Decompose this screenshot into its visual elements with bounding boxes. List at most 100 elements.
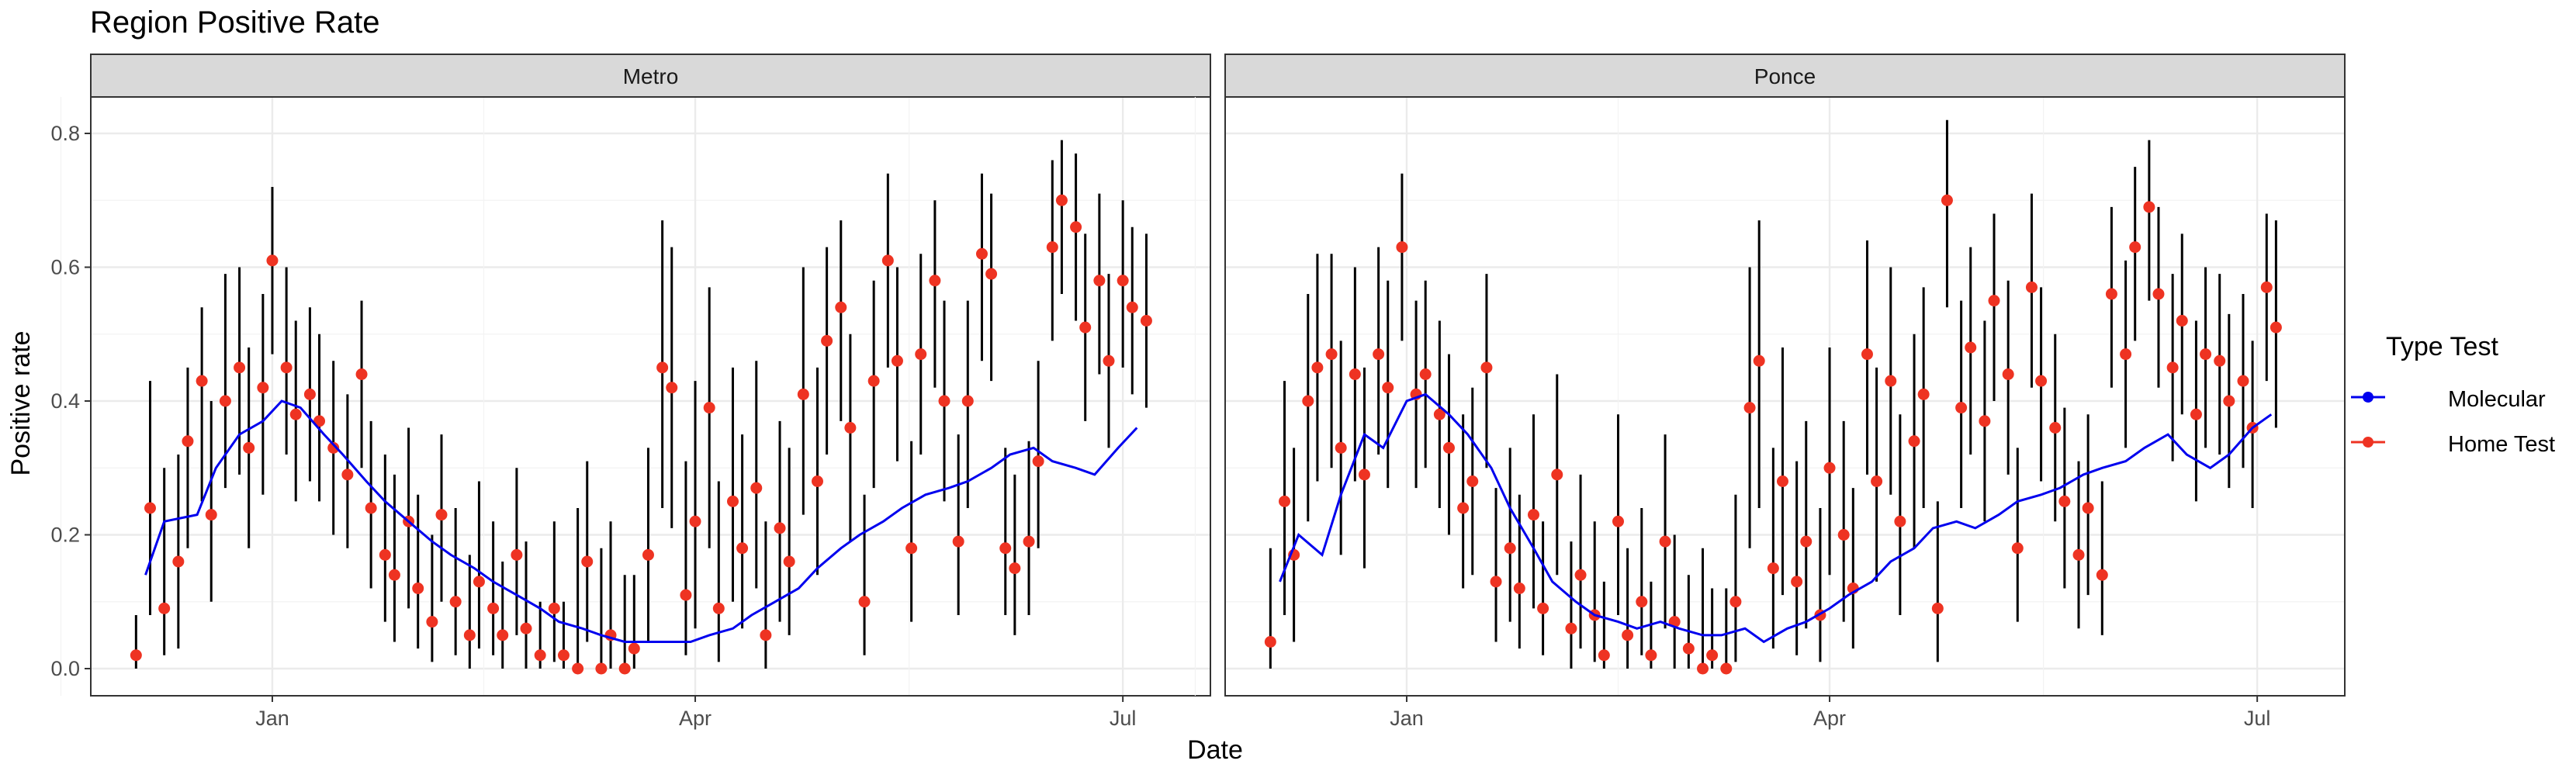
home-test-point [172,555,185,568]
home-test-point [1965,341,1977,354]
x-axis-label: Date [1187,735,1243,765]
home-test-point [196,375,208,387]
home-test-point [219,395,231,407]
home-test-point [1070,221,1082,233]
home-test-point [1753,354,1765,367]
y-tick-label: 0.8 [50,122,80,145]
panel-border [1224,96,2346,697]
home-test-point [243,441,255,454]
home-test-point [1358,468,1370,481]
home-test-point [1988,295,2000,307]
home-test-point [2129,241,2141,254]
home-test-point [1023,535,1035,548]
home-test-point [449,596,462,608]
series-molecular-line [1279,392,2273,644]
home-test-point [1490,576,1502,588]
home-test-point [1941,194,1953,206]
home-test-point [783,555,795,568]
home-test-point [205,509,217,521]
home-test-point [1612,515,1625,527]
home-test-point [2002,368,2014,380]
home-test-point [680,589,692,601]
home-test-point [388,569,400,581]
home-test-point [628,642,640,655]
home-test-point [1917,388,1930,400]
y-tick-label: 0.0 [50,657,80,680]
home-test-point [1894,515,1906,527]
y-tick-label: 0.4 [50,389,80,413]
panel-border [90,96,1211,697]
home-test-point [1931,602,1944,614]
home-test-point [618,662,631,675]
home-test-point [1636,596,1648,608]
home-test-point [144,502,157,514]
chart-title: Region Positive Rate [90,5,380,40]
home-test-point [1279,495,1291,507]
home-test-point [1776,475,1788,487]
home-test-point [1729,596,1742,608]
home-test-point [1513,583,1525,594]
home-test-point [1598,649,1610,662]
home-test-point [1103,354,1115,367]
home-test-point [1743,402,1756,414]
legend-item-home-test: Home Test [2351,432,2555,457]
x-tick-label: Apr [1813,707,1846,730]
home-test-point [557,649,570,662]
series-molecular-line [144,399,1138,643]
home-test-point [572,662,584,675]
x-tick-label: Apr [679,707,712,730]
home-test-point [473,576,485,588]
home-test-point [642,548,654,561]
home-test-point [2260,281,2273,293]
home-test-point [726,495,739,507]
home-test-point [2105,288,2117,300]
home-test-point [2166,361,2179,374]
home-test-point [712,602,725,614]
panel-metro: Metro Jan Apr Jul 0.0 0.2 0.4 0.6 0.8 [50,54,1211,730]
y-tick-label: 0.6 [50,256,80,279]
home-test-point [1302,395,1314,407]
home-test-point [1565,622,1577,634]
home-test-point [2035,375,2048,387]
home-test-point [1480,361,1493,374]
y-tick-label: 0.2 [50,524,80,547]
home-test-point [1433,408,1446,420]
home-test-point [1140,315,1152,327]
home-test-point [797,388,809,400]
home-test-point [327,441,340,454]
home-test-point [1622,629,1634,641]
home-test-point [736,542,749,555]
x-tick-label: Jul [1110,707,1137,730]
home-test-point [426,616,438,628]
home-test-point [234,361,246,374]
home-test-point [534,649,546,662]
home-test-point [581,555,594,568]
home-test-point [999,542,1012,555]
home-test-point [1325,348,1338,361]
home-test-point [2176,315,2188,327]
home-test-point [280,361,293,374]
plot-background [1225,97,2345,696]
home-test-point [1791,576,1803,588]
home-test-point [1009,562,1021,575]
home-test-point [929,275,941,287]
panel-ponce: Ponce Jan Apr Jul [1194,54,2346,730]
legend-home-test-dot-icon [2363,437,2373,448]
home-test-point [1767,562,1779,575]
home-test-point [2082,502,2094,514]
home-test-point [497,629,509,641]
strip-label: Ponce [1754,64,1816,88]
home-test-point [1706,649,1719,662]
home-test-point [760,629,772,641]
home-test-point [1055,194,1068,206]
home-test-point [2200,348,2212,361]
home-test-point [365,502,377,514]
home-test-point [2270,321,2282,334]
home-test-point [313,415,326,427]
home-test-point [435,509,448,521]
home-test-point [130,649,142,662]
home-test-point [961,395,974,407]
home-test-point [703,402,715,414]
home-test-point [2237,375,2249,387]
home-test-point [2025,281,2038,293]
